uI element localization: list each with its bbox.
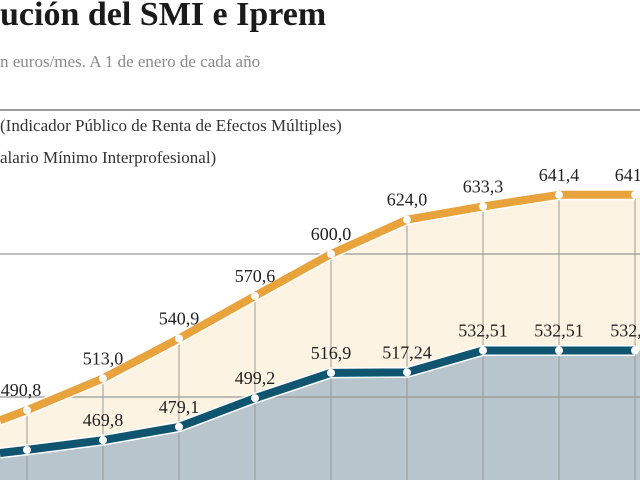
smi-point: [23, 406, 31, 415]
smi-data-label: 490,8: [1, 380, 42, 400]
iprem-point: [251, 394, 259, 403]
smi-point: [403, 215, 411, 224]
smi-data-label: 641,4: [539, 165, 580, 185]
smi-point: [327, 250, 335, 258]
iprem-data-label: 469,8: [83, 410, 124, 430]
smi-data-label: 513,0: [83, 348, 124, 368]
chart-title: ución del SMI e Iprem: [0, 0, 327, 33]
iprem-point: [99, 436, 107, 445]
smi-point: [479, 202, 487, 211]
iprem-point: [23, 445, 31, 454]
iprem-data-label: 499,2: [235, 368, 276, 388]
smi-data-label: 624,0: [387, 190, 428, 210]
smi-point: [631, 190, 639, 199]
smi-point: [175, 334, 183, 343]
iprem-data-label: 517,24: [382, 342, 432, 362]
header-divider: [0, 109, 640, 111]
iprem-point: [555, 346, 563, 355]
iprem-area: [0, 350, 640, 480]
iprem-point: [479, 346, 487, 355]
iprem-point: [175, 422, 183, 431]
iprem-data-label: 479,1: [159, 397, 200, 417]
iprem-point: [327, 368, 335, 377]
iprem-data-label: 532,51: [458, 321, 508, 341]
smi-line: [0, 190, 635, 425]
chart-subtitle: n euros/mes. A 1 de enero de cada año: [0, 52, 261, 71]
smi-point: [99, 374, 107, 383]
iprem-line: [0, 346, 635, 457]
smi-data-label: 641,4: [615, 165, 640, 185]
smi-data-label: 570,6: [235, 266, 276, 286]
smi-data-label: 600,0: [311, 224, 352, 244]
smi-point: [251, 292, 259, 301]
iprem-point: [631, 346, 639, 355]
smi-point: [555, 190, 563, 199]
iprem-data-label: 516,9: [311, 343, 352, 363]
legend-item-smi: alario Mínimo Interprofesional): [0, 148, 217, 167]
iprem-data-label: 532,51: [610, 321, 640, 341]
iprem-data-label: 532,51: [534, 321, 584, 341]
iprem-point: [403, 368, 411, 377]
smi-data-label: 540,9: [159, 309, 200, 329]
smi-data-label: 633,3: [463, 176, 504, 196]
legend-item-iprem: (Indicador Público de Renta de Efectos M…: [0, 116, 342, 135]
